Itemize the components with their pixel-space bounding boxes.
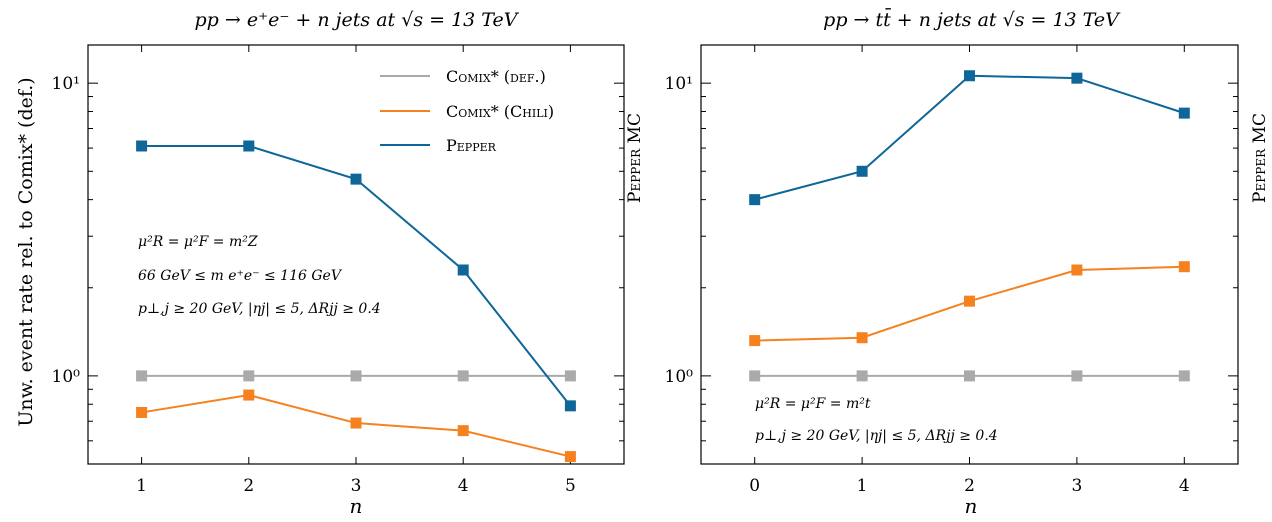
left-point-comix-chili <box>350 417 362 429</box>
right-point-comix-chili <box>749 335 761 347</box>
right-point-comix-def <box>1071 370 1083 382</box>
left-point-pepper <box>243 140 255 152</box>
left-chart-ylabel: Unw. event rate rel. to Comix* (def.) <box>15 77 37 426</box>
left-chart: pp → e⁺e⁻ + n jets at √s = 13 TeV Unw. e… <box>15 9 645 518</box>
left-annotation-scale: μ²R = μ²F = m²Z <box>138 234 258 250</box>
right-plot-area: 0 1 2 3 4 10⁰ 10¹ <box>665 44 1239 496</box>
right-point-pepper <box>1178 107 1190 119</box>
right-chart-title: pp → tt̄ + n jets at √s = 13 TeV <box>823 7 1121 31</box>
right-y-tick-label: 10⁰ <box>665 367 694 387</box>
left-point-comix-def <box>243 370 255 382</box>
right-point-comix-def <box>1178 370 1190 382</box>
right-x-tick-label: 3 <box>1071 476 1082 496</box>
left-point-comix-chili <box>457 425 469 437</box>
left-x-tick-label: 4 <box>458 476 469 496</box>
right-point-pepper <box>749 194 761 206</box>
right-point-comix-def <box>856 370 868 382</box>
right-point-comix-chili <box>1071 264 1083 276</box>
right-point-comix-def <box>749 370 761 382</box>
legend-label-comix-chili: Comix* (Chili) <box>446 102 554 121</box>
left-point-comix-chili <box>564 451 576 463</box>
left-point-pepper <box>350 173 362 185</box>
legend-label-pepper: Pepper <box>446 136 497 155</box>
left-point-pepper <box>564 400 576 412</box>
left-point-comix-chili <box>243 389 255 401</box>
left-chart-xlabel: n <box>350 494 363 518</box>
left-point-comix-def <box>564 370 576 382</box>
left-annotation-jet-cuts: p⊥,j ≥ 20 GeV, |ηj| ≤ 5, ΔRjj ≥ 0.4 <box>138 301 381 317</box>
left-point-comix-def <box>136 370 148 382</box>
right-annotation-scale: μ²R = μ²F = m²t <box>755 396 871 412</box>
left-plot-area: 1 2 3 4 5 10⁰ 10¹ <box>52 44 625 496</box>
legend-label-comix-def: Comix* (def.) <box>446 67 546 86</box>
left-chart-side-label: Pepper MC <box>625 113 645 203</box>
right-chart-xlabel: n <box>965 494 978 518</box>
right-annotation-jet-cuts: p⊥,j ≥ 20 GeV, |ηj| ≤ 5, ΔRjj ≥ 0.4 <box>755 428 998 444</box>
left-y-tick-label: 10⁰ <box>52 367 81 387</box>
right-y-tick-label: 10¹ <box>665 74 693 94</box>
right-point-comix-chili <box>964 295 975 307</box>
right-chart: pp → tt̄ + n jets at √s = 13 TeV Pepper … <box>665 7 1270 518</box>
right-point-comix-chili <box>1178 261 1190 273</box>
left-legend: Comix* (def.) Comix* (Chili) Pepper <box>380 67 554 155</box>
left-x-tick-label: 1 <box>136 476 147 496</box>
left-point-comix-def <box>350 370 362 382</box>
left-point-pepper <box>457 264 469 276</box>
left-point-comix-chili <box>136 406 148 418</box>
right-x-tick-label: 1 <box>857 476 868 496</box>
left-x-tick-label: 2 <box>243 476 254 496</box>
left-chart-title: pp → e⁺e⁻ + n jets at √s = 13 TeV <box>195 9 520 31</box>
right-x-tick-label: 4 <box>1179 476 1190 496</box>
left-x-tick-label: 5 <box>565 476 576 496</box>
left-y-tick-label: 10¹ <box>52 74 80 94</box>
right-series-line-pepper <box>754 74 1185 201</box>
right-point-pepper <box>1071 72 1083 84</box>
left-x-tick-label: 3 <box>351 476 362 496</box>
right-point-comix-def <box>964 370 975 382</box>
right-x-tick-label: 0 <box>749 476 760 496</box>
right-point-comix-chili <box>856 332 868 344</box>
right-chart-side-label: Pepper MC <box>1250 113 1270 203</box>
right-x-tick-label: 2 <box>964 476 975 496</box>
left-point-comix-def <box>457 370 469 382</box>
left-annotation-mass-window: 66 GeV ≤ m e⁺e⁻ ≤ 116 GeV <box>138 268 343 284</box>
right-point-pepper <box>856 165 868 177</box>
right-point-pepper <box>964 70 975 82</box>
left-point-pepper <box>136 140 148 152</box>
